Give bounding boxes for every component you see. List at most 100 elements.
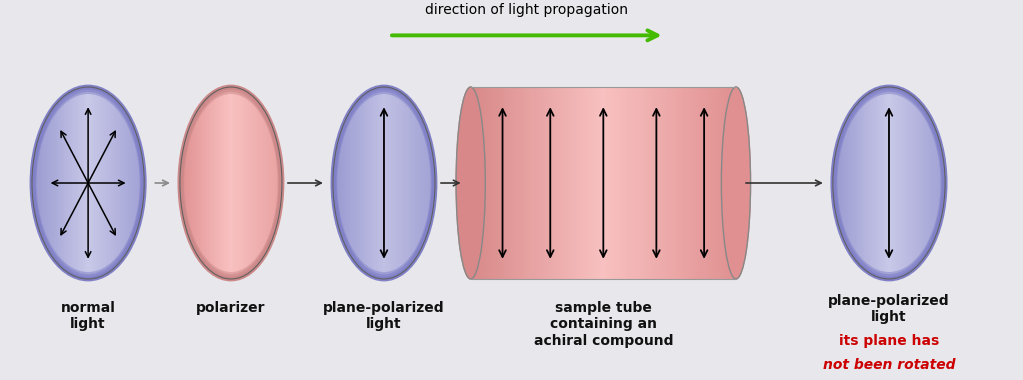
Bar <box>835 153 837 213</box>
Bar <box>78 89 79 277</box>
Bar <box>278 153 280 213</box>
Bar <box>139 147 141 220</box>
Bar <box>929 117 930 249</box>
Bar <box>386 87 387 279</box>
Bar <box>876 90 877 277</box>
Bar <box>628 87 631 279</box>
Bar <box>182 153 183 213</box>
Bar <box>116 100 117 266</box>
Bar <box>618 87 621 279</box>
Bar <box>884 87 886 279</box>
Text: not been rotated: not been rotated <box>822 358 955 372</box>
Bar <box>573 87 576 279</box>
Bar <box>411 103 412 263</box>
Bar <box>668 87 671 279</box>
Bar <box>837 147 838 220</box>
Bar <box>251 95 252 271</box>
Bar <box>105 92 107 274</box>
Bar <box>219 90 220 277</box>
Bar <box>644 87 648 279</box>
Bar <box>255 98 256 268</box>
Bar <box>886 87 887 279</box>
Bar <box>239 89 240 277</box>
Bar <box>676 87 679 279</box>
Bar <box>941 153 943 213</box>
Bar <box>713 87 716 279</box>
Bar <box>401 93 402 273</box>
Bar <box>937 136 939 230</box>
Bar <box>379 87 380 279</box>
Bar <box>120 105 121 261</box>
Bar <box>76 89 78 277</box>
Bar <box>520 87 523 279</box>
Bar <box>839 136 841 230</box>
Bar <box>228 87 229 279</box>
Bar <box>854 106 856 260</box>
Bar <box>708 87 711 279</box>
Bar <box>647 87 650 279</box>
Bar <box>875 90 876 276</box>
Bar <box>229 87 230 279</box>
Bar <box>387 87 389 279</box>
Bar <box>943 162 944 204</box>
Bar <box>352 108 353 258</box>
Bar <box>653 87 655 279</box>
Bar <box>214 92 215 274</box>
Bar <box>199 106 201 260</box>
Bar <box>914 97 915 269</box>
Bar <box>194 114 195 252</box>
Bar <box>33 162 34 204</box>
Bar <box>348 114 349 252</box>
Bar <box>881 88 883 278</box>
Bar <box>404 95 405 271</box>
Bar <box>180 162 182 204</box>
Bar <box>391 88 392 278</box>
Bar <box>193 117 194 249</box>
Bar <box>913 96 914 270</box>
Bar <box>136 136 138 230</box>
Bar <box>277 147 279 220</box>
Bar <box>834 162 835 204</box>
Bar <box>204 101 205 265</box>
Bar <box>366 92 368 274</box>
Bar <box>858 101 860 265</box>
Bar <box>563 87 565 279</box>
Bar <box>265 112 266 254</box>
Bar <box>127 114 128 252</box>
Bar <box>849 114 850 252</box>
Bar <box>72 91 74 275</box>
Bar <box>66 94 68 272</box>
Bar <box>864 96 865 270</box>
Bar <box>419 114 420 252</box>
Bar <box>735 87 738 279</box>
Bar <box>610 87 613 279</box>
Text: sample tube
containing an
achiral compound: sample tube containing an achiral compou… <box>534 301 673 347</box>
Bar <box>903 91 905 275</box>
Bar <box>40 133 41 234</box>
Bar <box>142 162 143 204</box>
Bar <box>218 90 219 276</box>
Bar <box>268 120 270 247</box>
Bar <box>350 110 352 256</box>
Bar <box>36 147 37 220</box>
Bar <box>53 106 55 260</box>
Ellipse shape <box>721 87 751 279</box>
Text: plane-polarized
light: plane-polarized light <box>829 294 949 324</box>
Bar <box>533 87 536 279</box>
Bar <box>655 87 658 279</box>
Bar <box>373 89 374 277</box>
Bar <box>396 90 397 276</box>
Bar <box>371 90 373 277</box>
Bar <box>397 91 399 275</box>
Bar <box>243 90 244 276</box>
Bar <box>216 91 218 275</box>
Bar <box>121 106 123 260</box>
Bar <box>233 87 234 279</box>
Bar <box>400 92 401 274</box>
Bar <box>381 87 383 279</box>
Bar <box>898 89 899 277</box>
Bar <box>109 95 112 271</box>
Bar <box>935 129 936 237</box>
Bar <box>922 106 924 260</box>
Bar <box>34 153 36 213</box>
